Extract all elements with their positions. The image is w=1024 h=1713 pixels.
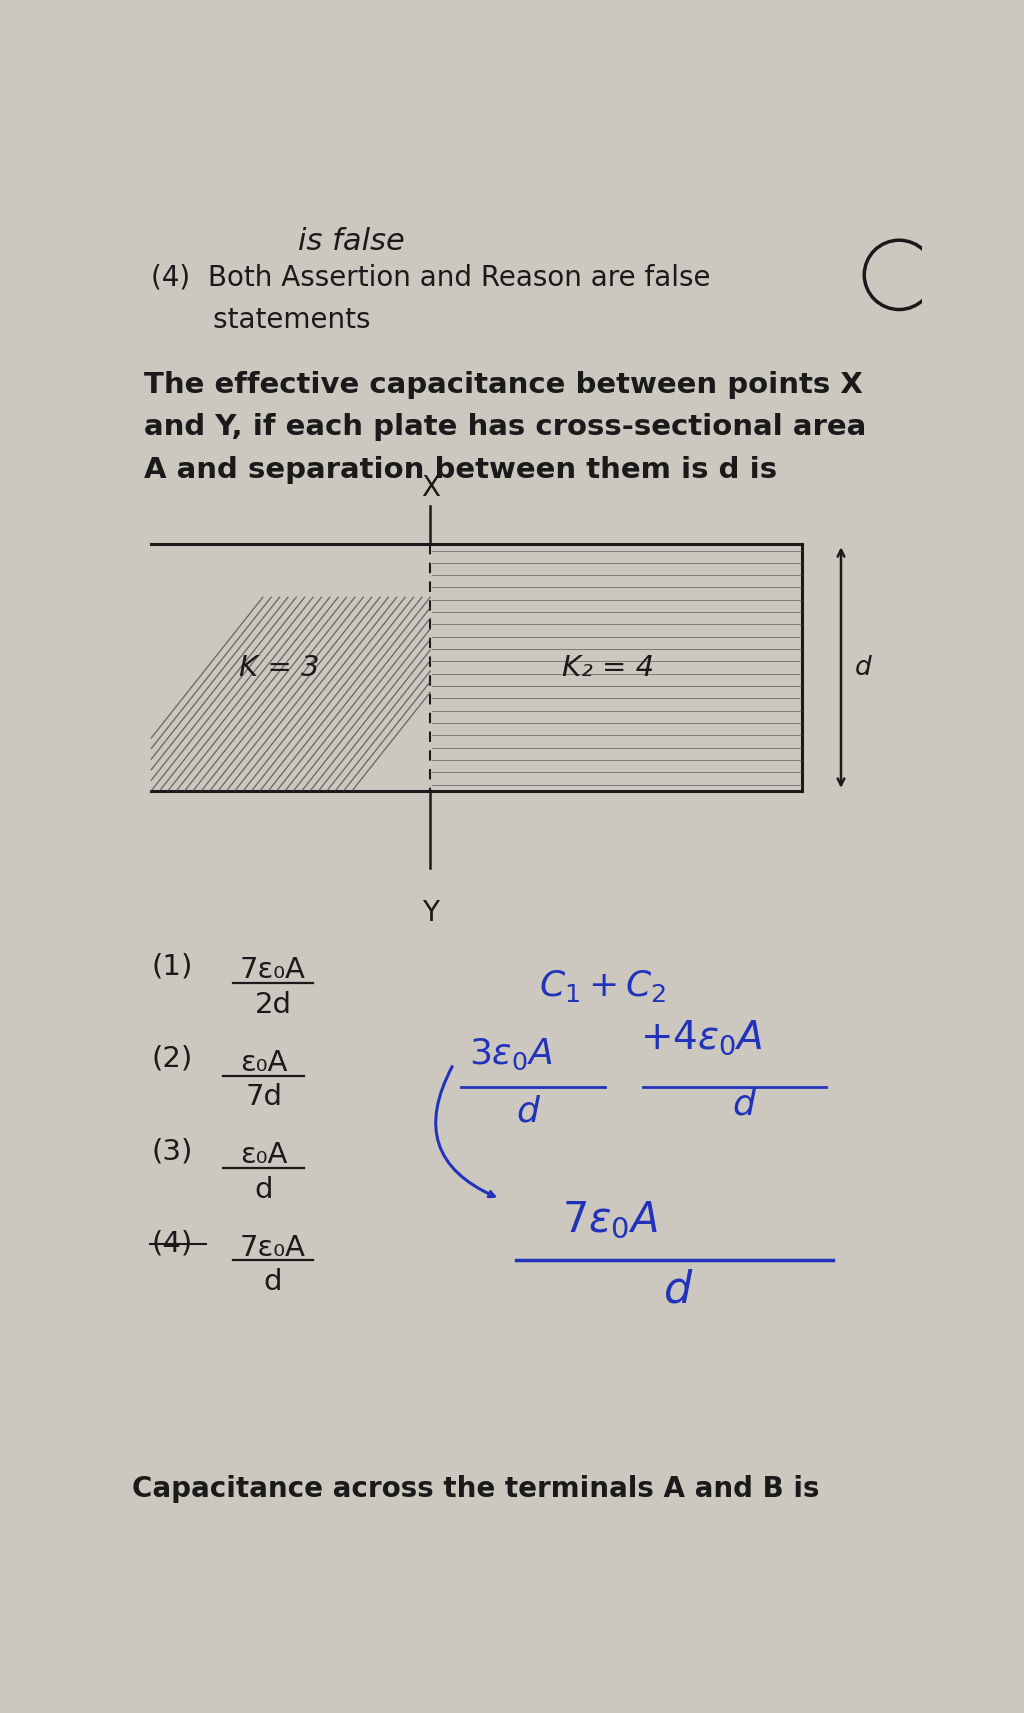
Text: A and separation between them is d is: A and separation between them is d is [143,456,776,483]
Text: ε₀A: ε₀A [240,1141,288,1168]
Text: Y: Y [422,899,438,927]
Text: d: d [254,1175,272,1204]
Text: $d$: $d$ [515,1095,541,1129]
Text: ε₀A: ε₀A [240,1048,288,1077]
Text: (4)  Both Assertion and Reason are false: (4) Both Assertion and Reason are false [152,264,711,291]
Text: $3\varepsilon_0 A$: $3\varepsilon_0 A$ [469,1036,553,1072]
Text: 2d: 2d [254,990,292,1019]
Text: K = 3: K = 3 [239,654,319,682]
Text: The effective capacitance between points X: The effective capacitance between points… [143,372,862,399]
Text: d: d [855,654,871,680]
Text: 7ε₀A: 7ε₀A [240,956,306,985]
Text: $d$: $d$ [663,1268,693,1310]
Text: 7ε₀A: 7ε₀A [240,1233,306,1261]
Text: Capacitance across the terminals A and B is: Capacitance across the terminals A and B… [132,1475,819,1502]
Text: $7\varepsilon_0 A$: $7\varepsilon_0 A$ [562,1199,658,1240]
Text: (4): (4) [152,1230,193,1257]
Text: statements: statements [152,305,371,334]
Text: $C_1 + C_2$: $C_1 + C_2$ [539,968,667,1004]
Text: is false: is false [299,228,406,257]
Text: 7d: 7d [245,1083,283,1112]
Text: (3): (3) [152,1137,193,1165]
Text: $+ 4\varepsilon_0 A$: $+ 4\varepsilon_0 A$ [640,1018,762,1057]
Text: X: X [421,475,439,502]
Text: (1): (1) [152,952,193,980]
Text: d: d [263,1268,283,1297]
Text: (2): (2) [152,1045,193,1072]
Text: $d$: $d$ [732,1088,758,1122]
Text: K₂ = 4: K₂ = 4 [562,654,654,682]
Text: and Y, if each plate has cross-sectional area: and Y, if each plate has cross-sectional… [143,413,865,442]
